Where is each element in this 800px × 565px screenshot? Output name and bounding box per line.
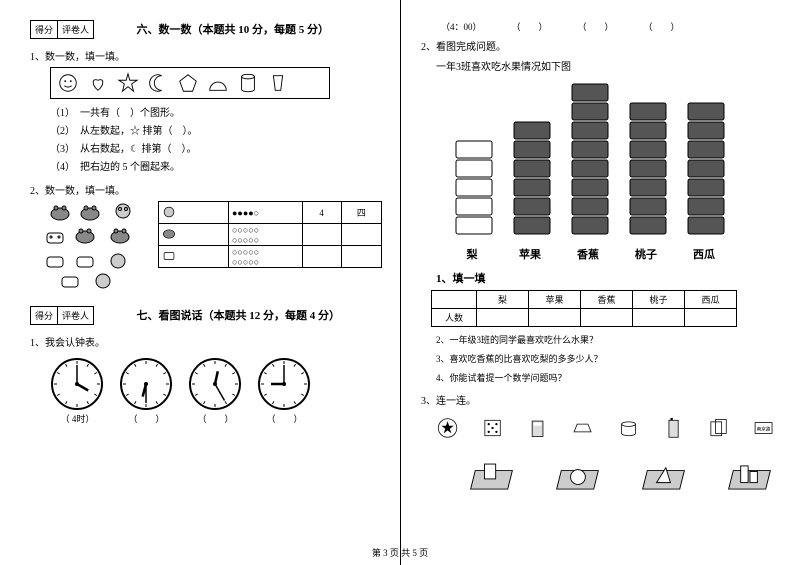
- clock-1: （ 4时）: [50, 357, 105, 425]
- fruit-table: 梨 苹果 香蕉 桃子 西瓜 人数: [431, 290, 737, 327]
- count-wrap: ●●●●○ 4 四 ○○○○○○○○○○ ○○○○○○○○○○: [40, 201, 382, 294]
- dots-row: ●●●●○: [228, 202, 302, 224]
- q-r2: 2、看图完成问题。: [421, 38, 775, 53]
- section-7-title: 七、看图说话（本题共 12 分，每题 4 分）: [137, 307, 341, 323]
- fruit-labels: 梨 苹果 香蕉 桃子 西瓜: [453, 246, 775, 262]
- animals-image: [40, 201, 150, 294]
- qline-2: 2、一年级3班的同学最喜欢吃什么水果？: [436, 333, 775, 346]
- q-r2-sub: 一年3班喜欢吃水果情况如下图: [436, 58, 775, 73]
- clock-3: （ ）: [188, 357, 243, 425]
- q6-1-line3: （3） 从右数起，☾ 排第（ ）。: [50, 141, 382, 159]
- match-bottom-row: [466, 455, 775, 500]
- bar-chart: [431, 79, 775, 242]
- q6-2: 2、数一数，填一填。: [30, 182, 382, 197]
- section-6-title: 六、数一数（本题共 10 分，每题 5 分）: [137, 21, 330, 37]
- clocks-row: （ 4时） （ ） （ ） （ ）: [50, 357, 382, 425]
- svg-text:南京路: 南京路: [757, 425, 771, 432]
- match-top-row: 南京路: [436, 413, 775, 443]
- score-box: 得分 评卷人: [30, 20, 94, 39]
- q-r3: 3、连一连。: [421, 392, 775, 407]
- q6-1: 1、数一数，填一填。: [30, 48, 382, 63]
- left-column: 得分 评卷人 六、数一数（本题共 10 分，每题 5 分） 1、数一数，填一填。…: [0, 0, 400, 565]
- shape-row: [50, 67, 330, 99]
- reviewer-label: 评卷人: [58, 21, 93, 38]
- score-box-7: 得分 评卷人: [30, 306, 94, 325]
- q6-1-line2: （2） 从左数起，☆ 排第（ ）。: [50, 123, 382, 141]
- count-cn: 四: [341, 202, 381, 224]
- qline-3: 3、喜欢吃香蕉的比喜欢吃梨的多多少人？: [436, 352, 775, 365]
- top-row: （4：00） （ ） （ ） （ ）: [441, 20, 775, 33]
- count-table: ●●●●○ 4 四 ○○○○○○○○○○ ○○○○○○○○○○: [158, 201, 382, 268]
- score-label: 得分: [31, 21, 58, 38]
- page-footer: 第 3 页 共 5 页: [0, 546, 800, 559]
- qline-4: 4、你能试着提一个数学问题吗？: [436, 371, 775, 384]
- q6-1-line4: （4） 把右边的 5 个圈起来。: [50, 159, 382, 177]
- count-num: 4: [302, 202, 341, 224]
- sub-fill-title: 1、填一填: [436, 270, 775, 286]
- q7-1: 1、我会认钟表。: [30, 334, 382, 349]
- clock-2: （ ）: [119, 357, 174, 425]
- clock-4: （ ）: [257, 357, 312, 425]
- right-column: （4：00） （ ） （ ） （ ） 2、看图完成问题。 一年3班喜欢吃水果情况…: [400, 0, 800, 565]
- q6-1-line1: （1） 一共有（ ）个图形。: [50, 105, 382, 123]
